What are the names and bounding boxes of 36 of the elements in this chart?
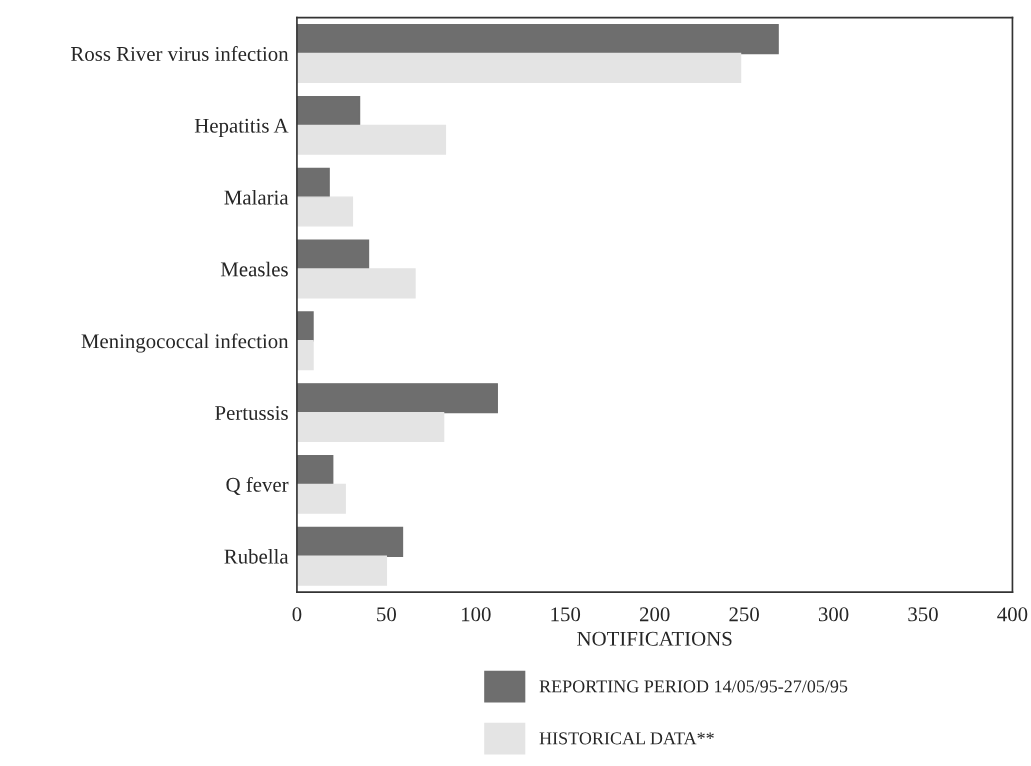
bar bbox=[296, 196, 354, 227]
x-tick-label: 100 bbox=[462, 607, 491, 622]
x-tick-label: 400 bbox=[997, 607, 1028, 622]
bar bbox=[296, 24, 779, 55]
bar bbox=[296, 268, 416, 299]
bar bbox=[296, 239, 370, 270]
x-tick-label: 250 bbox=[729, 607, 759, 622]
bar bbox=[296, 526, 404, 557]
y-tick-label: Q fever bbox=[226, 476, 289, 496]
y-tick-label: Meningococcal infection bbox=[81, 333, 289, 353]
bar bbox=[296, 555, 388, 586]
y-tick-label: Rubella bbox=[224, 548, 289, 564]
bar bbox=[296, 340, 314, 371]
x-tick-label: 200 bbox=[639, 607, 670, 622]
bar bbox=[296, 95, 361, 127]
x-axis-title: NOTIFICATIONS bbox=[577, 631, 732, 646]
x-tick-label: 300 bbox=[818, 607, 849, 622]
legend-label: HISTORICAL DATA** bbox=[539, 732, 714, 745]
y-tick-label: Ross River virus infection bbox=[71, 46, 289, 61]
x-tick-label: 50 bbox=[377, 607, 396, 622]
bar bbox=[296, 167, 330, 198]
y-tick-label: Pertussis bbox=[215, 406, 288, 421]
legend-label: REPORTING PERIOD 14/05/95-27/05/95 bbox=[539, 680, 848, 693]
bar bbox=[296, 52, 742, 83]
bar bbox=[296, 311, 314, 342]
y-tick-label: Malaria bbox=[224, 189, 289, 205]
y-tick-label: Hepatitis A bbox=[194, 118, 289, 137]
x-tick-label: 0 bbox=[292, 607, 302, 622]
bar bbox=[296, 124, 447, 155]
x-tick-label: 150 bbox=[551, 607, 581, 622]
bar bbox=[296, 483, 346, 514]
bar bbox=[296, 454, 334, 486]
x-tick-label: 350 bbox=[908, 607, 938, 622]
bar bbox=[296, 383, 498, 414]
bar bbox=[296, 411, 445, 443]
y-tick-label: Measles bbox=[220, 261, 288, 277]
